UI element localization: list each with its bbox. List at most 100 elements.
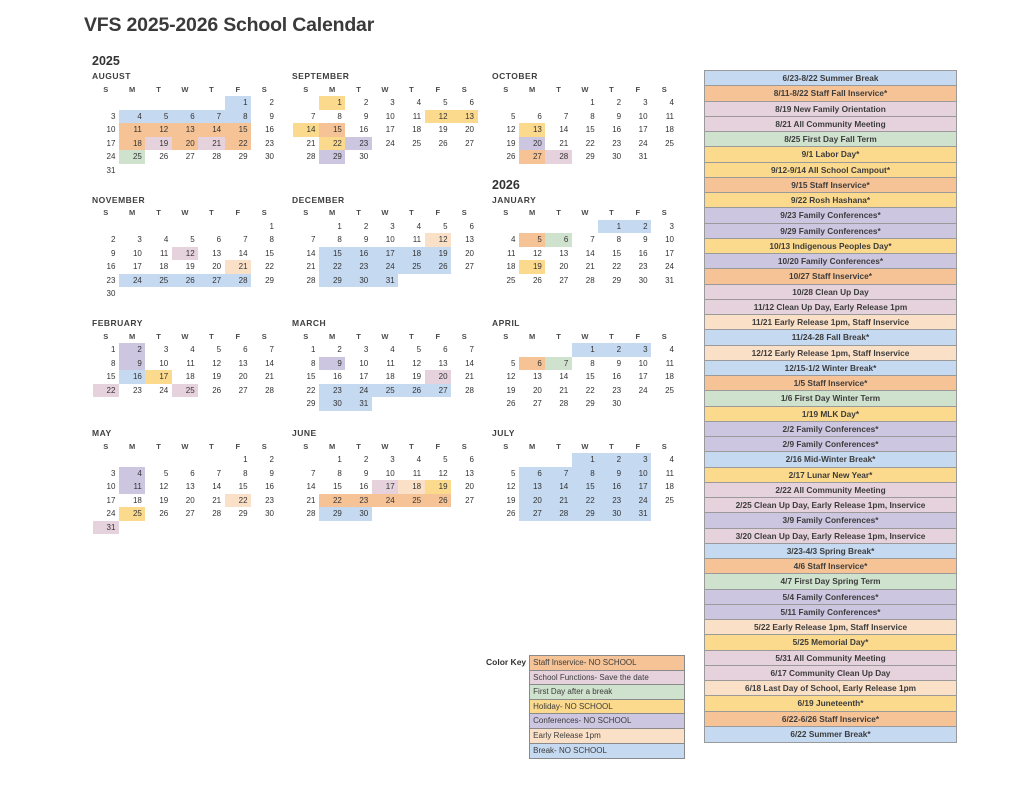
day-cell-event[interactable]: 16 [118,370,146,384]
day-cell[interactable]: 12 [506,125,516,135]
day-cell[interactable]: 5 [510,111,516,121]
day-cell-event[interactable]: 30 [345,273,372,287]
day-cell[interactable]: 9 [616,111,622,121]
day-cell[interactable]: 12 [412,358,422,368]
day-cell-event[interactable]: 15 [571,480,599,494]
day-cell[interactable]: 19 [212,372,222,382]
day-cell[interactable]: 26 [506,399,516,409]
day-cell-event[interactable]: 26 [424,260,452,274]
event-item[interactable]: 10/20 Family Conferences* [705,254,956,270]
event-item[interactable]: 2/25 Clean Up Day, Early Release 1pm, In… [705,498,956,514]
event-item[interactable]: 2/2 Family Conferences* [705,421,956,437]
day-cell-event[interactable]: 26 [398,383,425,397]
day-cell[interactable]: 8 [616,235,622,245]
day-cell[interactable]: 15 [238,482,248,492]
event-item[interactable]: 2/16 Mid-Winter Break* [705,452,956,468]
day-cell[interactable]: 22 [585,385,595,395]
day-cell[interactable]: 13 [559,248,569,258]
day-cell-event[interactable]: 25 [398,493,425,507]
day-cell-event[interactable]: 8 [571,466,599,480]
day-cell[interactable]: 19 [185,262,195,272]
day-cell[interactable]: 25 [665,138,674,148]
event-item[interactable]: 11/24-28 Fall Break* [705,330,956,346]
event-item[interactable]: 6/18 Last Day of School, Early Release 1… [705,681,956,697]
day-cell[interactable]: 20 [465,482,474,492]
day-cell-event[interactable]: 5 [518,233,546,247]
day-cell-event[interactable]: 25 [118,507,146,521]
day-cell[interactable]: 22 [612,262,622,272]
day-cell-event[interactable]: 6 [518,356,546,370]
day-cell[interactable]: 6 [443,345,448,355]
day-cell[interactable]: 15 [265,248,274,258]
day-cell-event[interactable]: 7 [545,466,572,480]
day-cell[interactable]: 30 [265,509,274,519]
day-cell[interactable]: 14 [465,358,474,368]
day-cell[interactable]: 14 [306,482,316,492]
day-cell[interactable]: 4 [416,221,422,231]
day-cell[interactable]: 15 [585,372,595,382]
day-cell[interactable]: 6 [537,111,542,121]
day-cell-event[interactable]: 20 [518,493,546,507]
event-item[interactable]: 8/19 New Family Orientation [705,101,956,117]
day-cell[interactable]: 15 [106,372,116,382]
day-cell[interactable]: 30 [638,275,648,285]
day-cell[interactable]: 18 [665,125,674,135]
event-item[interactable]: 8/21 All Community Meeting [705,116,956,132]
day-cell[interactable]: 14 [559,372,569,382]
day-cell-event[interactable]: 17 [371,246,399,260]
day-cell[interactable]: 18 [665,372,674,382]
day-cell[interactable]: 14 [559,125,569,135]
day-cell[interactable]: 10 [385,111,395,121]
day-cell[interactable]: 1 [590,98,595,108]
event-item[interactable]: 5/31 All Community Meeting [705,650,956,666]
event-item[interactable]: 10/27 Staff Inservice* [705,269,956,285]
day-cell[interactable]: 28 [212,509,222,519]
day-cell[interactable]: 11 [507,248,516,258]
day-cell-event[interactable]: 12 [171,246,199,260]
day-cell[interactable]: 7 [269,345,274,355]
day-cell[interactable]: 21 [465,372,474,382]
day-cell[interactable]: 6 [469,98,474,108]
day-cell[interactable]: 17 [359,372,369,382]
day-cell-event[interactable]: 12 [424,109,452,123]
day-cell[interactable]: 20 [238,372,248,382]
day-cell-event[interactable]: 28 [545,150,572,164]
day-cell[interactable]: 3 [643,98,648,108]
day-cell-event[interactable]: 13 [518,480,546,494]
day-cell-event[interactable]: 3 [624,453,652,467]
event-item[interactable]: 1/19 MLK Day* [705,406,956,422]
day-cell-event[interactable]: 23 [345,260,372,274]
event-item[interactable]: 1/5 Staff Inservice* [705,376,956,392]
day-cell[interactable]: 21 [212,495,222,505]
day-cell[interactable]: 2 [269,455,274,465]
day-cell[interactable]: 20 [185,495,195,505]
day-cell[interactable]: 24 [159,385,169,395]
day-cell[interactable]: 17 [638,372,648,382]
day-cell-event[interactable]: 19 [518,260,546,274]
day-cell[interactable]: 4 [390,345,395,355]
day-cell-event[interactable]: 30 [345,507,372,521]
day-cell[interactable]: 13 [438,358,448,368]
event-item[interactable]: 11/12 Clean Up Day, Early Release 1pm [705,299,956,315]
day-cell[interactable]: 2 [363,455,369,465]
day-cell-event[interactable]: 2 [598,453,625,467]
day-cell-event[interactable]: 29 [318,273,346,287]
day-cell[interactable]: 21 [559,138,569,148]
day-cell-event[interactable]: 18 [398,480,425,494]
day-cell[interactable]: 25 [506,275,516,285]
day-cell[interactable]: 3 [390,98,395,108]
day-cell[interactable]: 11 [159,248,169,258]
day-cell[interactable]: 29 [265,275,274,285]
event-item[interactable]: 6/23-8/22 Summer Break [705,71,956,87]
day-cell[interactable]: 12 [438,468,448,478]
day-cell[interactable]: 15 [612,248,622,258]
day-cell[interactable]: 3 [363,345,369,355]
day-cell[interactable]: 28 [306,275,316,285]
day-cell[interactable]: 12 [159,482,169,492]
day-cell[interactable]: 8 [337,468,342,478]
day-cell-event[interactable]: 27 [424,383,452,397]
day-cell[interactable]: 10 [359,358,369,368]
event-item[interactable]: 9/15 Staff Inservice* [705,177,956,193]
day-cell[interactable]: 16 [265,482,274,492]
day-cell-event[interactable]: 31 [624,507,652,521]
